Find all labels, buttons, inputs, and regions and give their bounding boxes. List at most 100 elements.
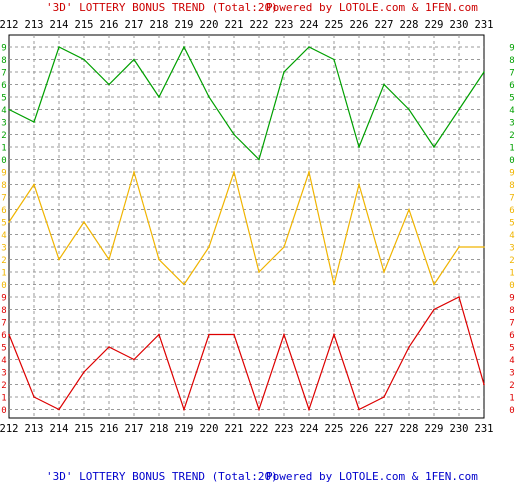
data-point <box>333 333 335 336</box>
data-point <box>58 258 60 261</box>
x-tick-bottom: 213 <box>25 423 44 435</box>
y-tick-right: 8 <box>509 306 514 316</box>
data-point <box>33 396 35 398</box>
x-tick-bottom: 218 <box>150 423 169 435</box>
x-tick-bottom: 220 <box>200 423 219 435</box>
data-point <box>83 58 85 61</box>
data-point <box>383 271 385 273</box>
data-point <box>383 396 385 398</box>
y-tick-left: 9 <box>1 169 6 179</box>
data-point <box>183 408 185 411</box>
data-point <box>483 246 485 248</box>
data-point <box>33 183 35 186</box>
data-point <box>133 358 135 361</box>
data-point <box>308 408 310 411</box>
data-point <box>233 171 235 173</box>
grid-lines <box>9 35 484 418</box>
x-tick-top: 212 <box>0 19 18 31</box>
y-tick-left: 4 <box>1 106 6 116</box>
y-tick-left: 6 <box>1 206 6 216</box>
y-tick-right: 4 <box>509 356 514 366</box>
data-point <box>233 333 235 336</box>
y-tick-right: 5 <box>509 94 514 104</box>
x-tick-top: 231 <box>475 19 494 31</box>
x-tick-top: 215 <box>75 19 94 31</box>
data-point <box>483 383 485 386</box>
data-point <box>108 258 110 261</box>
data-point <box>33 121 35 123</box>
data-point <box>433 146 435 148</box>
y-tick-right: 3 <box>509 369 514 379</box>
x-tick-top: 223 <box>275 19 294 31</box>
data-point <box>433 308 435 311</box>
data-point <box>283 246 285 248</box>
y-tick-left: 1 <box>1 144 6 154</box>
y-tick-right: 3 <box>509 119 514 129</box>
data-point <box>333 58 335 61</box>
y-tick-right: 6 <box>509 331 514 341</box>
data-point <box>433 283 435 286</box>
x-tick-top: 220 <box>200 19 219 31</box>
y-tick-right: 7 <box>509 69 514 79</box>
y-tick-left: 5 <box>1 219 6 229</box>
y-tick-right: 0 <box>509 406 514 416</box>
data-point <box>358 408 360 411</box>
data-point <box>308 46 310 48</box>
data-point <box>58 46 60 48</box>
data-point <box>83 371 85 373</box>
y-tick-right: 6 <box>509 81 514 91</box>
data-point <box>58 408 60 411</box>
data-point <box>258 271 260 273</box>
x-tick-bottom: 226 <box>350 423 369 435</box>
data-point <box>133 171 135 173</box>
y-tick-right: 1 <box>509 144 514 154</box>
data-point <box>8 108 10 111</box>
footer-title: '3D' LOTTERY BONUS TREND (Total:20) <box>46 470 278 483</box>
y-tick-right: 9 <box>509 169 514 179</box>
y-tick-left: 2 <box>1 256 6 266</box>
x-tick-top: 228 <box>400 19 419 31</box>
y-tick-left: 7 <box>1 194 6 204</box>
y-tick-left: 0 <box>1 156 6 166</box>
x-tick-bottom: 214 <box>50 423 69 435</box>
y-tick-left: 8 <box>1 56 6 66</box>
y-tick-left: 0 <box>1 281 6 291</box>
x-tick-top: 226 <box>350 19 369 31</box>
data-point <box>458 296 460 298</box>
data-point <box>233 133 235 136</box>
x-tick-bottom: 223 <box>275 423 294 435</box>
y-tick-left: 5 <box>1 344 6 354</box>
y-tick-right: 5 <box>509 344 514 354</box>
x-tick-top: 225 <box>325 19 344 31</box>
data-point <box>83 221 85 223</box>
data-point <box>208 96 210 98</box>
y-tick-right: 4 <box>509 106 514 116</box>
x-tick-bottom: 229 <box>425 423 444 435</box>
x-tick-top: 216 <box>100 19 119 31</box>
data-point <box>208 333 210 336</box>
y-tick-labels: 0 0 1 1 2 2 3 3 4 4 5 5 6 6 7 7 8 8 9 9 0 0 1 1 2 2 3 3 4 4 5 5 6 6 7 7 8 8 9 9… <box>1 44 514 417</box>
x-tick-top: 230 <box>450 19 469 31</box>
data-point <box>183 46 185 48</box>
data-point <box>408 108 410 111</box>
x-tick-top: 227 <box>375 19 394 31</box>
x-tick-top: 224 <box>300 19 319 31</box>
trend-series <box>8 45 485 412</box>
x-tick-top: 213 <box>25 19 44 31</box>
data-point <box>158 96 160 98</box>
data-point <box>383 83 385 86</box>
y-tick-right: 9 <box>509 294 514 304</box>
y-tick-right: 2 <box>509 256 514 266</box>
footer-powered: Powered by LOTOLE.com & 1FEN.com <box>266 470 478 483</box>
data-point <box>208 246 210 248</box>
y-tick-right: 1 <box>509 269 514 279</box>
y-tick-left: 8 <box>1 181 6 191</box>
y-tick-right: 3 <box>509 244 514 254</box>
y-tick-left: 9 <box>1 44 6 54</box>
data-point <box>458 246 460 248</box>
x-tick-bottom: 219 <box>175 423 194 435</box>
data-point <box>258 408 260 411</box>
y-tick-left: 4 <box>1 231 6 241</box>
data-point <box>283 71 285 73</box>
bottom-category-labels: 212 213 214 215 216 217 218 219 220 221 222 223 224 2… <box>0 423 493 435</box>
